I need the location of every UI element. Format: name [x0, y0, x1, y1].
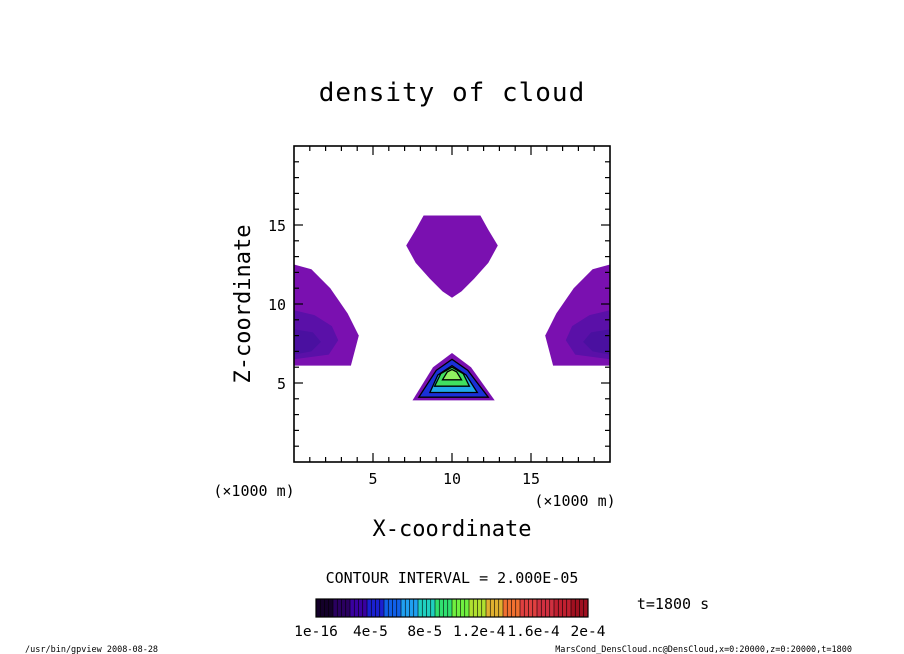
colorbar-swatch [498, 599, 504, 617]
x-axis-label: X-coordinate [373, 517, 532, 542]
colorbar-tick-label: 8e-5 [407, 624, 442, 640]
colorbar-swatch [566, 599, 572, 617]
colorbar-swatch [328, 599, 334, 617]
colorbar-swatch [532, 599, 538, 617]
colorbar-swatch [443, 599, 449, 617]
colorbar-swatch [435, 599, 440, 617]
y-axis-label: Z-coordinate [231, 225, 256, 384]
colorbar-tick-label: 1e-16 [294, 624, 338, 640]
colorbar-swatch [341, 599, 347, 617]
colorbar-swatch [422, 599, 427, 617]
colorbar-swatch [333, 599, 338, 617]
contour-region-upper-center-blob [406, 215, 498, 298]
contour-interval-label: CONTOUR INTERVAL = 2.000E-05 [326, 569, 579, 587]
contour-line-8 [417, 358, 490, 398]
colorbar-swatch [524, 599, 529, 617]
contour-region-left-edge-inner [294, 329, 321, 355]
colorbar-swatch [367, 599, 372, 617]
colorbar-swatch [515, 599, 521, 617]
colorbar-swatch [396, 599, 402, 617]
contour-regions [294, 215, 610, 401]
colorbar-swatch [558, 599, 563, 617]
colorbar-frame [315, 598, 589, 618]
x-tick-label: 15 [522, 470, 540, 488]
colorbar-swatch [371, 599, 376, 617]
colorbar-swatch [350, 599, 355, 617]
colorbar-tick-label: 1.6e-4 [507, 624, 560, 640]
colorbar-swatch [541, 599, 546, 617]
colorbar-tick-label: 1.2e-4 [453, 624, 506, 640]
colorbar-swatch [324, 599, 330, 617]
colorbar-swatch [401, 599, 406, 617]
colorbar-swatch [554, 599, 559, 617]
colorbar-swatch [537, 599, 542, 617]
colorbar-swatch [426, 599, 432, 617]
colorbar-swatch [511, 599, 517, 617]
colorbar-swatch [477, 599, 483, 617]
colorbar-swatch [473, 599, 478, 617]
footer-left: /usr/bin/gpview 2008-08-28 [25, 645, 158, 654]
x-tick-label: 10 [443, 470, 461, 488]
y-tick-label: 10 [268, 296, 286, 314]
colorbar-swatch [418, 599, 423, 617]
colorbar-swatch [503, 599, 508, 617]
colorbar-swatch [507, 599, 512, 617]
plot-frame [293, 145, 611, 463]
colorbar-tick-label: 2e-4 [571, 624, 606, 640]
colorbar-swatch [375, 599, 381, 617]
colorbar-swatch [405, 599, 410, 617]
colorbar-swatch [494, 599, 500, 617]
colorbar-swatch [579, 599, 585, 617]
colorbar-swatch [583, 599, 589, 617]
colorbar-swatch [562, 599, 568, 617]
colorbar-swatch [520, 599, 525, 617]
colorbar-swatch [456, 599, 461, 617]
colorbar-swatch [388, 599, 393, 617]
y-tick-label: 5 [277, 375, 286, 393]
time-label: t=1800 s [637, 595, 709, 613]
colorbar-swatch [337, 599, 342, 617]
contour-region-right-edge-inner [583, 329, 610, 355]
axis-ticks: 5 10 15 5 10 15 [268, 146, 610, 488]
y-tick-label: 15 [268, 217, 286, 235]
colorbar: 1e-16 4e-5 8e-5 1.2e-4 1.6e-4 2e-4 [294, 598, 606, 640]
colorbar-swatch [320, 599, 325, 617]
colorbar-swatch [430, 599, 436, 617]
footer-right: MarsCond_DensCloud.nc@DensCloud,x=0:2000… [555, 645, 852, 654]
colorbar-swatch [354, 599, 359, 617]
contour-line-9 [428, 364, 479, 394]
contour-line-11 [441, 368, 463, 381]
colorbar-swatch [575, 599, 580, 617]
chart-title: density of cloud [319, 78, 585, 108]
colorbar-swatch [362, 599, 368, 617]
colorbar-swatch [469, 599, 474, 617]
colorbar-swatch [545, 599, 551, 617]
colorbar-swatch [384, 599, 389, 617]
colorbar-swatch [409, 599, 415, 617]
colorbar-tick-label: 4e-5 [353, 624, 388, 640]
x-unit-label-left: (×1000 m) [213, 482, 294, 500]
colorbar-swatch [481, 599, 487, 617]
contour-line-10 [433, 366, 471, 387]
colorbar-swatch [528, 599, 534, 617]
colorbar-swatch [392, 599, 398, 617]
colorbar-swatch [447, 599, 453, 617]
colorbar-swatch [439, 599, 444, 617]
x-tick-label: 5 [368, 470, 377, 488]
colorbar-swatch [490, 599, 495, 617]
colorbar-swatch [345, 599, 351, 617]
colorbar-swatch [571, 599, 576, 617]
colorbar-swatch [486, 599, 491, 617]
colorbar-swatch [316, 599, 321, 617]
colorbar-swatch [460, 599, 466, 617]
contour-lines [417, 358, 490, 398]
colorbar-swatch [549, 599, 555, 617]
colorbar-swatch [379, 599, 385, 617]
colorbar-swatch [464, 599, 470, 617]
colorbar-swatch [358, 599, 364, 617]
colorbar-swatch [452, 599, 457, 617]
x-unit-label-right: (×1000 m) [534, 492, 615, 510]
colorbar-swatch [413, 599, 419, 617]
